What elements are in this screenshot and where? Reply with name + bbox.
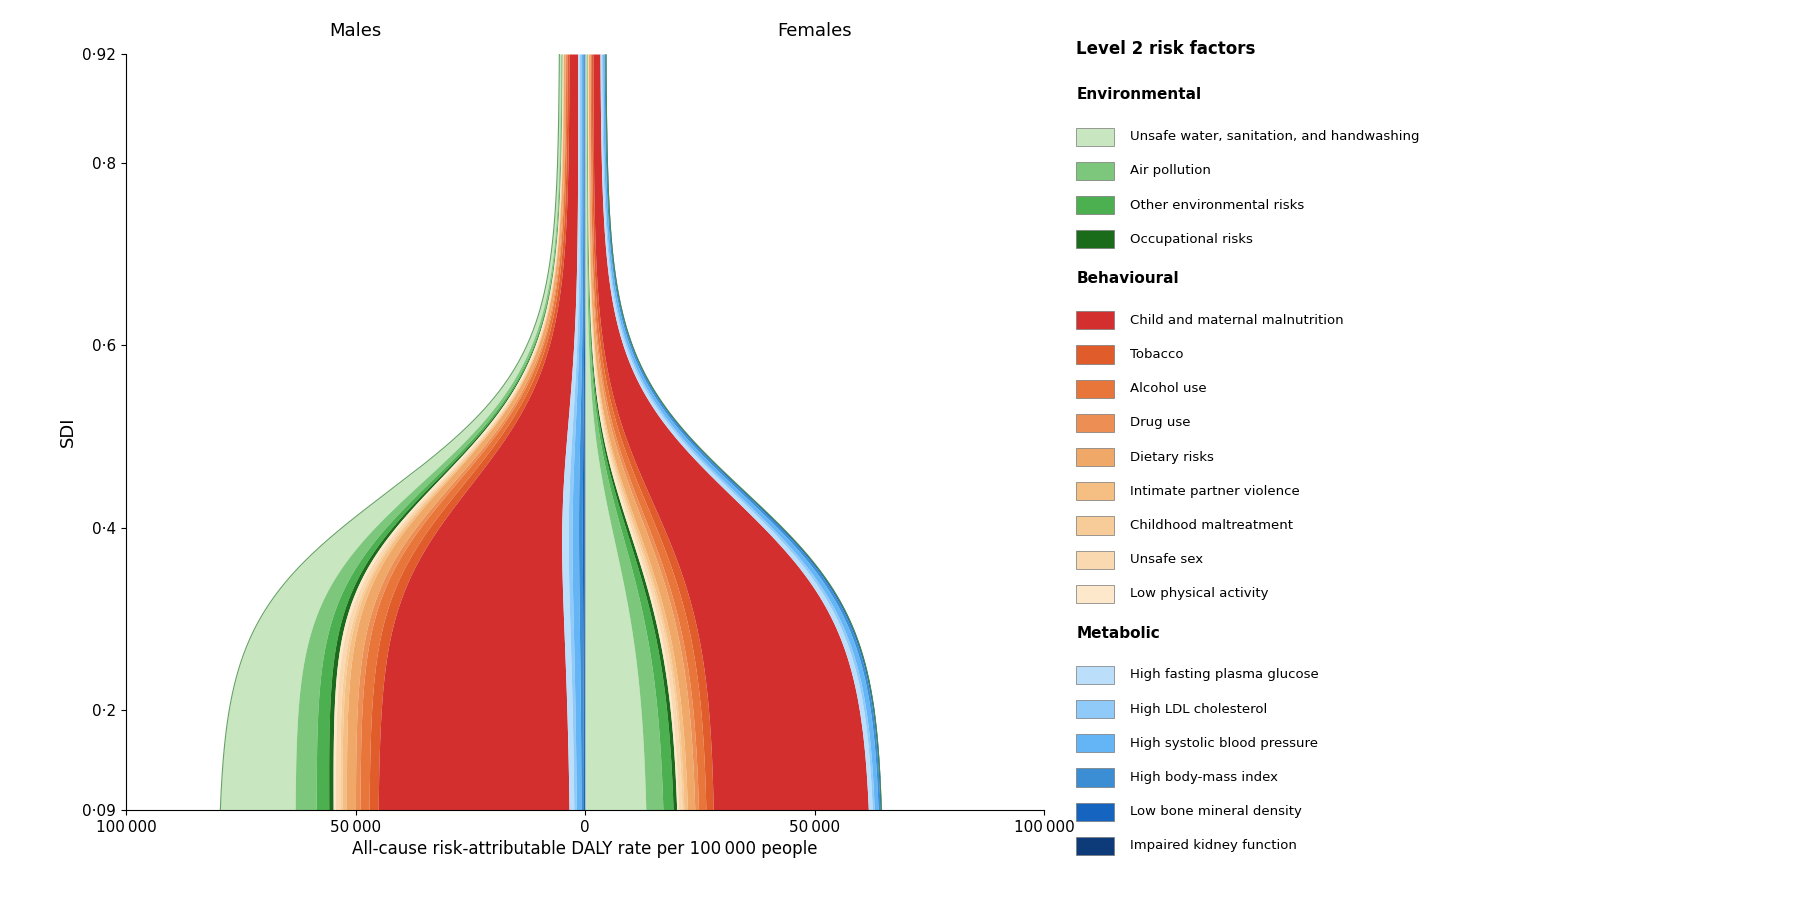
Text: High systolic blood pressure: High systolic blood pressure bbox=[1130, 737, 1318, 750]
Text: Intimate partner violence: Intimate partner violence bbox=[1130, 485, 1300, 498]
Text: Low physical activity: Low physical activity bbox=[1130, 588, 1269, 600]
Text: Other environmental risks: Other environmental risks bbox=[1130, 199, 1305, 212]
Text: High body-mass index: High body-mass index bbox=[1130, 771, 1278, 784]
Text: Air pollution: Air pollution bbox=[1130, 165, 1211, 177]
Text: Environmental: Environmental bbox=[1076, 87, 1202, 103]
Text: High fasting plasma glucose: High fasting plasma glucose bbox=[1130, 669, 1319, 681]
Text: Low bone mineral density: Low bone mineral density bbox=[1130, 806, 1301, 818]
X-axis label: All-cause risk-attributable DALY rate per 100 000 people: All-cause risk-attributable DALY rate pe… bbox=[353, 841, 817, 859]
Text: Child and maternal malnutrition: Child and maternal malnutrition bbox=[1130, 314, 1345, 327]
Y-axis label: SDI: SDI bbox=[59, 417, 77, 447]
Text: Drug use: Drug use bbox=[1130, 417, 1192, 429]
Text: Behavioural: Behavioural bbox=[1076, 271, 1179, 286]
Text: High LDL cholesterol: High LDL cholesterol bbox=[1130, 703, 1267, 716]
Text: Metabolic: Metabolic bbox=[1076, 626, 1161, 641]
Text: Dietary risks: Dietary risks bbox=[1130, 451, 1215, 464]
Text: Alcohol use: Alcohol use bbox=[1130, 382, 1208, 395]
Text: Occupational risks: Occupational risks bbox=[1130, 233, 1253, 246]
Text: Tobacco: Tobacco bbox=[1130, 348, 1184, 361]
Text: Childhood maltreatment: Childhood maltreatment bbox=[1130, 519, 1294, 532]
Text: Females: Females bbox=[778, 22, 851, 40]
Text: Impaired kidney function: Impaired kidney function bbox=[1130, 840, 1298, 852]
Text: Unsafe sex: Unsafe sex bbox=[1130, 554, 1204, 566]
Text: Level 2 risk factors: Level 2 risk factors bbox=[1076, 40, 1256, 58]
Text: Males: Males bbox=[329, 22, 382, 40]
Text: Unsafe water, sanitation, and handwashing: Unsafe water, sanitation, and handwashin… bbox=[1130, 130, 1420, 143]
